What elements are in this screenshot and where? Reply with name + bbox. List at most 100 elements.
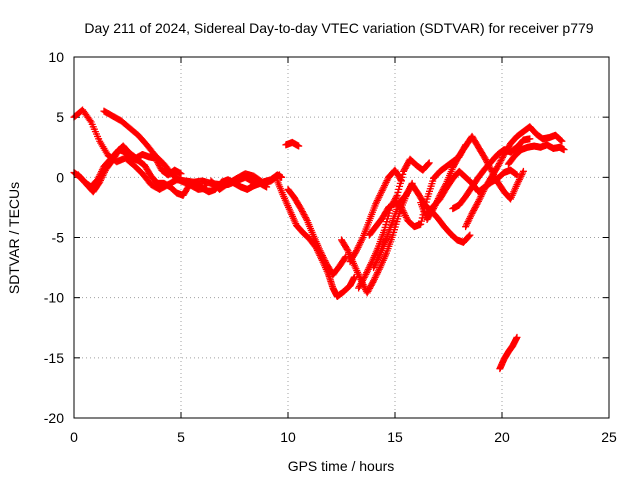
data-point <box>361 272 369 280</box>
y-axis-label: SDTVAR / TECUs <box>6 182 22 294</box>
data-point <box>302 214 310 222</box>
data-point <box>382 178 390 186</box>
data-point <box>370 277 378 285</box>
data-point <box>317 248 325 256</box>
data-point <box>397 176 405 184</box>
data-point <box>454 155 462 163</box>
data-point <box>352 248 360 256</box>
data-point <box>366 284 374 292</box>
data-point <box>494 163 502 171</box>
data-point <box>366 283 374 291</box>
data-point <box>203 184 211 192</box>
data-point <box>519 167 527 175</box>
series-arc-17 <box>504 141 568 168</box>
data-point <box>465 216 473 224</box>
data-point <box>355 284 363 292</box>
y-tick-labels: -20 -15 -10 -5 0 5 10 <box>44 49 64 426</box>
data-point <box>353 245 361 253</box>
data-point <box>302 215 310 223</box>
data-point <box>364 287 372 295</box>
data-point <box>376 192 384 200</box>
data-point <box>371 260 379 268</box>
data-point <box>381 182 389 190</box>
data-point <box>393 191 401 199</box>
data-point <box>397 177 405 185</box>
data-point <box>495 161 503 169</box>
data-point <box>402 163 410 171</box>
data-point <box>436 191 444 199</box>
y-tick-label: 10 <box>48 49 64 65</box>
data-point <box>513 181 521 189</box>
data-point <box>322 258 330 266</box>
data-point <box>98 166 106 174</box>
data-point <box>363 269 371 277</box>
data-point <box>431 201 439 209</box>
data-point <box>363 289 371 297</box>
data-marks <box>70 106 568 373</box>
data-point <box>452 158 460 166</box>
data-point <box>356 240 364 248</box>
data-point <box>402 213 410 221</box>
data-point <box>467 211 475 219</box>
data-point <box>425 159 433 167</box>
data-point <box>392 193 400 201</box>
x-tick-label: 5 <box>177 429 185 445</box>
y-tick-label: 5 <box>56 109 64 125</box>
data-point <box>417 217 425 225</box>
data-point <box>495 159 503 167</box>
data-point <box>451 159 459 167</box>
data-point <box>556 136 564 144</box>
data-point <box>450 162 458 170</box>
series-arc-5 <box>207 170 286 193</box>
data-point <box>438 187 446 195</box>
data-point <box>557 136 565 144</box>
data-point <box>453 156 461 164</box>
data-point <box>478 191 486 199</box>
data-point <box>526 135 534 143</box>
data-point <box>156 163 164 171</box>
data-point <box>319 253 327 261</box>
data-point <box>363 267 371 275</box>
data-point <box>481 154 489 162</box>
data-point <box>463 219 471 227</box>
data-point <box>357 237 365 245</box>
data-point <box>373 196 381 204</box>
data-point <box>298 206 306 214</box>
data-point <box>374 195 382 203</box>
data-point <box>320 255 328 263</box>
data-point <box>318 250 326 258</box>
data-point <box>462 223 470 231</box>
data-point <box>372 200 380 208</box>
data-point <box>435 193 443 201</box>
data-point <box>355 283 363 291</box>
data-point <box>343 245 351 253</box>
data-point <box>98 167 106 175</box>
data-point <box>434 195 442 203</box>
data-point <box>518 171 526 179</box>
data-point <box>469 208 477 216</box>
y-tick-label: -5 <box>52 230 65 246</box>
data-point <box>299 209 307 217</box>
data-point <box>479 187 487 195</box>
data-point <box>381 180 389 188</box>
data-point <box>478 189 486 197</box>
data-point <box>95 172 103 180</box>
data-point <box>400 167 408 175</box>
data-point <box>401 164 409 172</box>
data-point <box>359 275 367 283</box>
data-point <box>372 272 380 280</box>
data-point <box>368 280 376 288</box>
data-point <box>475 196 483 204</box>
data-point <box>441 182 449 190</box>
data-point <box>96 171 104 179</box>
data-point <box>367 281 375 289</box>
series-arc-18 <box>282 138 303 150</box>
data-point <box>480 186 488 194</box>
data-point <box>404 160 412 168</box>
data-point <box>472 202 480 210</box>
y-tick-label: 0 <box>56 169 64 185</box>
data-point <box>462 221 470 229</box>
data-point <box>316 247 324 255</box>
x-tick-label: 0 <box>70 429 78 445</box>
